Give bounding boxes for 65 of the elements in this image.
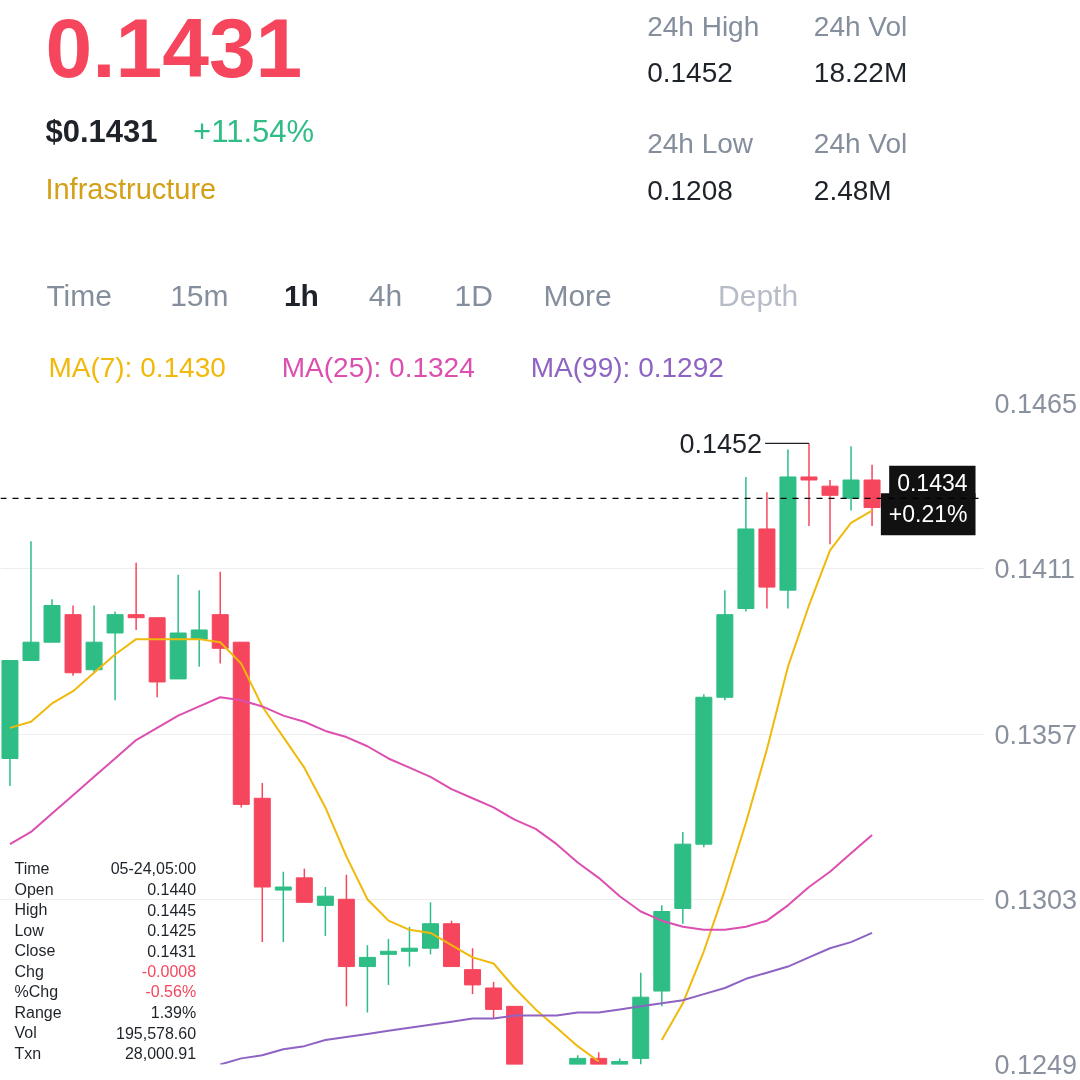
y-tick-label: 0.1357 [994,719,1078,750]
annotation: 195,578.60 [116,1024,197,1042]
text: Time [46,279,112,312]
text: +11.54% [193,114,315,149]
candlestick [316,886,334,937]
candlestick [190,589,208,668]
text: 24h Low [647,128,754,159]
text: 18.22M [813,57,908,88]
text: $0.1431 [45,114,158,149]
text: Depth [718,279,799,312]
candlestick [464,947,482,995]
candlestick [821,479,839,546]
candlestick [800,442,818,527]
candlestick [106,610,124,702]
annotation: Close [14,942,56,959]
candlestick [274,870,292,943]
text: 24h High [647,11,760,42]
text: 2.48M [813,175,892,206]
text: 0.1431 [45,0,303,95]
text: 4h [368,279,403,312]
annotation: Open [14,880,54,898]
annotation: 0.1445 [147,901,197,919]
text: +0.21% [888,501,968,528]
candlestick [400,926,418,968]
text: 24h Vol [813,11,908,42]
line-series [219,931,874,1065]
annotation: 0.1425 [147,922,197,939]
annotation: -0.56% [145,983,197,1000]
candlestick [127,561,145,631]
text: More [543,279,612,312]
annotation: 1.39% [150,1003,197,1021]
candlestick [485,981,503,1020]
candlestick [358,944,376,1014]
annotation: 0.1431 [147,942,197,960]
annotation: Vol [14,1024,37,1041]
text: 0.1208 [647,175,733,206]
annotation: Range [14,1003,62,1021]
text: MA(7): 0.1430 [48,352,226,383]
annotation: Time [14,860,50,877]
y-tick-label: 0.1411 [994,554,1076,585]
annotation: 05-24,05:00 [110,860,197,877]
annotation: 0.1452 [679,428,763,459]
candlestick [842,445,860,512]
candlestick [379,938,397,986]
annotation: %Chg [14,983,59,1000]
y-tick-label: 0.1303 [994,884,1078,915]
annotation: Low [14,921,45,939]
text: 15m [170,279,229,312]
text: 24h Vol [813,128,908,159]
annotation: 28,000.91 [124,1045,197,1062]
text: MA(25): 0.1324 [281,352,475,383]
annotation: 0.1440 [147,881,197,898]
text: Infrastructure [45,172,217,205]
text: 1D [454,279,493,312]
ref-line-label: 0.1434 [897,469,968,496]
y-tick-label: 0.1465 [994,389,1078,419]
annotation: -0.0008 [141,963,197,980]
candlestick [22,540,40,662]
y-tick-label: 0.1249 [994,1050,1078,1080]
annotation: High [14,901,48,918]
annotation: Txn [14,1044,42,1062]
text: 0.1452 [647,57,733,88]
text: MA(99): 0.1292 [530,352,724,383]
text: 1h [283,279,319,312]
annotation: Chg [14,962,44,980]
